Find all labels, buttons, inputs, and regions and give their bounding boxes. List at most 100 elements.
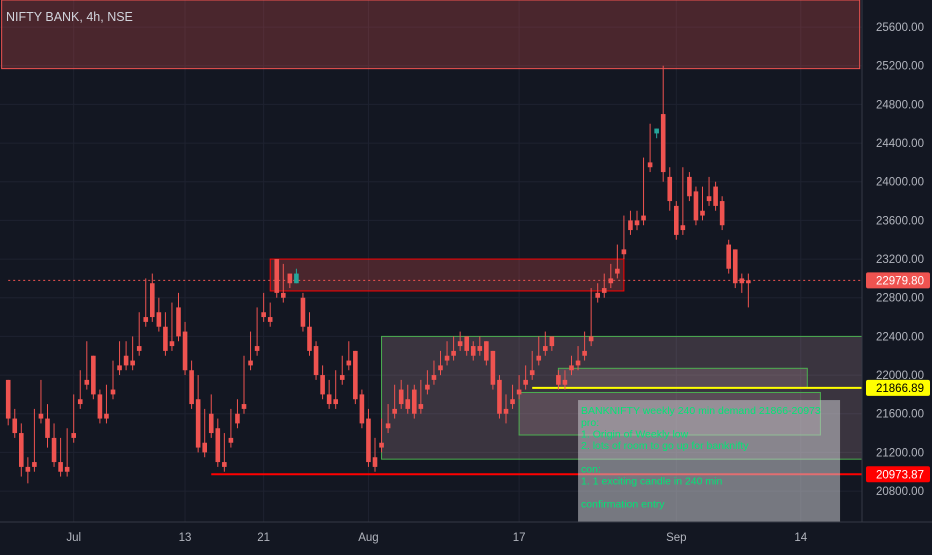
chart-title: NIFTY BANK, 4h, NSE bbox=[6, 10, 133, 24]
zone-box bbox=[1, 0, 861, 70]
candle-body bbox=[222, 462, 227, 467]
candle-body bbox=[195, 399, 201, 448]
candle-body bbox=[700, 210, 705, 216]
price-tag-background bbox=[866, 379, 930, 396]
note-text-line: 2. lots of room to go up for banknifty bbox=[581, 440, 749, 452]
candle-body bbox=[379, 442, 384, 448]
candle-body bbox=[647, 162, 653, 168]
candle-body bbox=[228, 437, 234, 443]
time-tick-label: Aug bbox=[358, 532, 378, 544]
price-tick-label: 25200.00 bbox=[876, 61, 924, 73]
candle-body bbox=[425, 384, 430, 390]
candle-body bbox=[25, 466, 31, 472]
candle-body bbox=[313, 346, 319, 376]
candle-body bbox=[497, 379, 502, 414]
candle-body bbox=[71, 433, 76, 438]
price-tag-labels: 22979.80 21866.89 20973.87 bbox=[866, 272, 930, 483]
price-tick-label: 24800.00 bbox=[876, 99, 924, 111]
price-tick-label: 21600.00 bbox=[876, 409, 924, 421]
candle-body bbox=[267, 317, 273, 322]
candle-body bbox=[136, 346, 142, 351]
candle-body bbox=[457, 341, 463, 347]
candle-body bbox=[353, 350, 358, 400]
price-tick-label: 20800.00 bbox=[876, 486, 924, 498]
candle-body bbox=[484, 341, 489, 361]
candle-body bbox=[595, 292, 600, 298]
candle-body bbox=[477, 346, 483, 351]
candle-body bbox=[202, 442, 207, 453]
candle-body bbox=[91, 355, 96, 395]
candle-body bbox=[510, 399, 515, 405]
time-tick-label: 21 bbox=[257, 532, 270, 544]
candle-body bbox=[320, 375, 325, 395]
candle-body bbox=[706, 196, 712, 202]
price-tick-label: 22400.00 bbox=[876, 331, 924, 343]
candle-body bbox=[300, 297, 306, 327]
time-tick-label: 13 bbox=[179, 532, 192, 544]
candle-body bbox=[674, 205, 679, 235]
candle-body bbox=[261, 312, 266, 318]
note-background bbox=[578, 400, 841, 522]
price-tick-labels: 20800.00 21200.00 21600.00 22000.00 22400.00… bbox=[876, 22, 924, 498]
candle-body bbox=[464, 336, 469, 351]
price-tag-background bbox=[866, 272, 930, 289]
candle-body bbox=[339, 375, 345, 380]
candle-body bbox=[307, 326, 312, 351]
price-tag-label: 22979.80 bbox=[876, 275, 924, 287]
note-box: BANKNIFTY weekly 240 min demand 21866-20… bbox=[578, 400, 841, 522]
candle-body bbox=[713, 186, 718, 206]
candle-body bbox=[536, 355, 542, 361]
candle-body bbox=[123, 355, 129, 366]
candle-body bbox=[654, 128, 659, 134]
candle-body bbox=[549, 336, 555, 347]
candle-body bbox=[130, 360, 135, 366]
candle-body bbox=[680, 225, 686, 231]
candle-body bbox=[431, 375, 437, 380]
candle-body bbox=[64, 466, 70, 472]
candle-body bbox=[12, 418, 18, 434]
candle-body bbox=[182, 331, 188, 371]
candle-body bbox=[254, 346, 260, 351]
time-tick-label: 17 bbox=[513, 532, 526, 544]
candle-body bbox=[516, 389, 522, 395]
candle-body bbox=[156, 312, 162, 327]
candle-body bbox=[189, 370, 194, 405]
candle-body bbox=[333, 399, 338, 405]
candle-body bbox=[176, 307, 181, 337]
note-text-line: confirmation entry bbox=[581, 499, 665, 511]
candle-body bbox=[588, 336, 594, 342]
zone-box bbox=[557, 367, 808, 389]
note-text-line: con: bbox=[581, 464, 601, 476]
candle-body bbox=[575, 360, 581, 366]
candle-body bbox=[392, 408, 397, 414]
candle-body bbox=[143, 317, 149, 322]
candle-body bbox=[51, 437, 57, 463]
candle-body bbox=[641, 215, 646, 221]
candle-body bbox=[582, 350, 587, 356]
time-tick-label: Jul bbox=[66, 532, 81, 544]
candle-body bbox=[104, 413, 109, 419]
price-tick-label: 21200.00 bbox=[876, 447, 924, 459]
candle-body bbox=[274, 259, 280, 293]
candle-body bbox=[601, 288, 607, 293]
price-tick-label: 23200.00 bbox=[876, 254, 924, 266]
candle-body bbox=[615, 268, 620, 274]
candle-body bbox=[326, 394, 332, 405]
candle-body bbox=[444, 355, 450, 361]
candle-body bbox=[746, 280, 751, 284]
candle-body bbox=[84, 379, 90, 385]
note-text-line: 1. Origin of Weekly low bbox=[581, 428, 689, 440]
candle-body bbox=[77, 399, 83, 405]
candle-body bbox=[569, 365, 574, 371]
candle-body bbox=[208, 413, 214, 434]
note-text-line: pro: bbox=[581, 417, 599, 429]
candle-body bbox=[543, 346, 548, 351]
price-tag-label: 20973.87 bbox=[876, 469, 924, 481]
candle-body bbox=[359, 394, 365, 424]
candle-body bbox=[719, 201, 725, 226]
candle-body bbox=[346, 360, 352, 366]
candle-body bbox=[241, 404, 247, 409]
candle-body bbox=[660, 114, 666, 173]
